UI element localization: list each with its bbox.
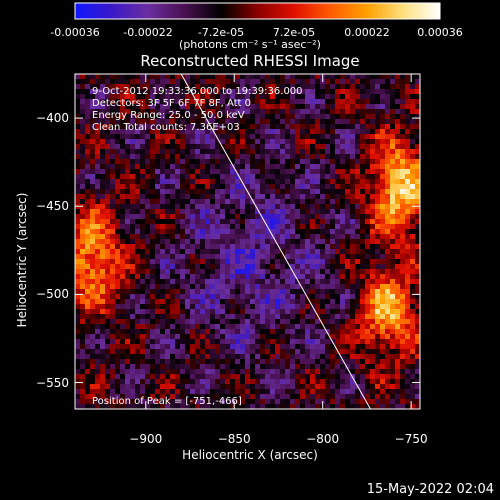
annotation-clean: Clean Total counts: 7.36E+03 (92, 122, 240, 133)
y-tick-label: −500 (36, 287, 69, 302)
y-tick-label: −450 (36, 199, 69, 214)
y-axis-label: Heliocentric Y (arcsec) (15, 192, 29, 328)
annotation-time: 9-Oct-2012 19:33:36.000 to 19:39:36.000 (92, 86, 303, 97)
x-tick-label: −850 (217, 432, 251, 446)
x-axis-label: Heliocentric X (arcsec) (182, 448, 318, 462)
colorbar-tick-label: -7.2e-05 (197, 26, 245, 39)
x-tick-label: −800 (306, 432, 340, 446)
colorbar-tick-label: 7.2e-05 (272, 26, 316, 39)
y-tick-label: −550 (36, 375, 69, 390)
limb-line (180, 73, 371, 410)
annotation-peak: Position of Peak = [-751,-466] (92, 396, 242, 407)
annotation-energy: Energy Range: 25.0 - 50.0 keV (92, 110, 245, 121)
heatmap-image (75, 74, 420, 409)
colorbar-tick-label: -0.00036 (50, 26, 100, 39)
annotation-detectors: Detectors: 3F 5F 6F 7F 8F, Att 0 (92, 98, 252, 109)
colorbar-label: (photons cm⁻² s⁻¹ asec⁻²) (179, 38, 321, 51)
colorbar-tick-label: 0.00036 (417, 26, 463, 39)
chart-title: Reconstructed RHESSI Image (140, 52, 360, 70)
colorbar-tick-label: 0.00022 (344, 26, 390, 39)
y-tick-label: −400 (36, 111, 69, 126)
colorbar (74, 2, 441, 20)
plot-frame (74, 73, 421, 410)
x-tick-label: −750 (394, 432, 428, 446)
x-tick-label: −900 (129, 432, 163, 446)
footer-date: 15-May-2022 02:04 (366, 482, 494, 497)
colorbar-tick-label: -0.00022 (123, 26, 173, 39)
